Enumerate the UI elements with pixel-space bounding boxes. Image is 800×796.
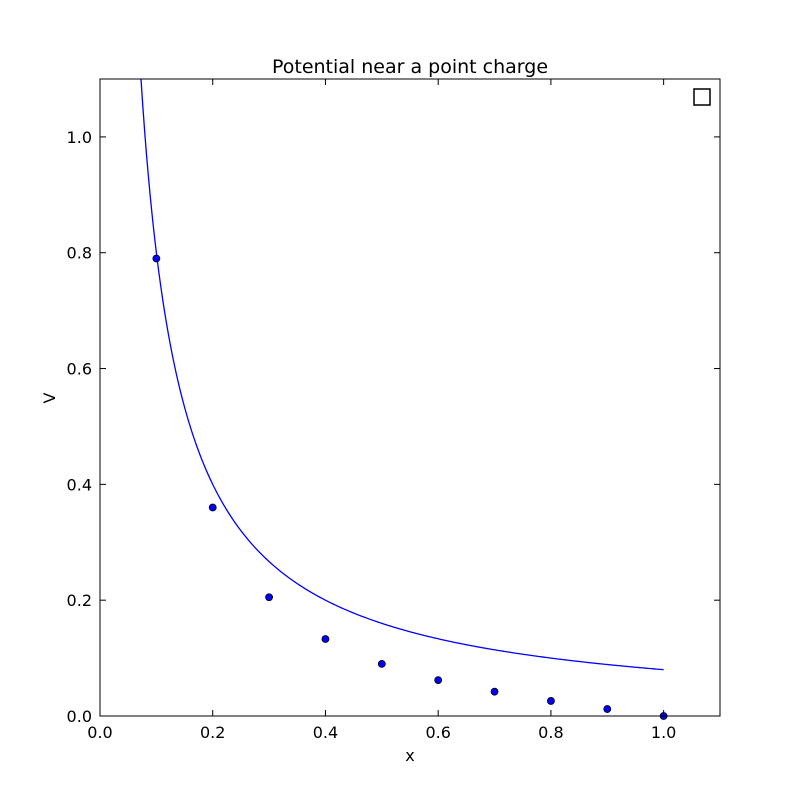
x-tick-label: 0.0 bbox=[87, 723, 112, 742]
y-tick-label: 0.2 bbox=[67, 591, 92, 610]
x-tick-label: 1.0 bbox=[651, 723, 676, 742]
scatter-point bbox=[434, 676, 443, 684]
scatter-point bbox=[321, 635, 330, 643]
scatter-point bbox=[152, 254, 161, 263]
y-tick-label: 0.8 bbox=[67, 244, 92, 263]
series-layer bbox=[140, 79, 668, 720]
y-tick-label: 0.0 bbox=[67, 707, 92, 726]
scatter-point bbox=[547, 697, 555, 705]
scatter-point bbox=[603, 705, 612, 713]
scatter-point bbox=[265, 593, 273, 602]
chart-title: Potential near a point charge bbox=[272, 56, 548, 78]
y-tick-label: 0.6 bbox=[67, 360, 92, 379]
x-tick-label: 0.8 bbox=[538, 723, 563, 742]
x-tick-label: 0.4 bbox=[313, 723, 338, 742]
plot-frame bbox=[99, 78, 721, 717]
x-axis-label: x bbox=[405, 746, 414, 765]
tick-layer: 0.0 0.2 0.4 0.6 0.8 1.0 0.0 0.2 0.4 0.6 0.8 1.0 bbox=[67, 79, 720, 742]
x-tick-label: 0.2 bbox=[200, 723, 225, 742]
scatter-point bbox=[208, 503, 217, 512]
y-tick-label: 0.4 bbox=[67, 475, 92, 494]
plot-area bbox=[100, 79, 720, 716]
y-axis-label: V bbox=[40, 392, 59, 403]
series-line bbox=[140, 79, 664, 671]
scatter-point bbox=[377, 659, 386, 668]
x-tick-label: 0.6 bbox=[425, 723, 450, 742]
y-tick-label: 1.0 bbox=[67, 128, 92, 147]
legend-box bbox=[693, 88, 711, 106]
scatter-point bbox=[490, 687, 499, 696]
